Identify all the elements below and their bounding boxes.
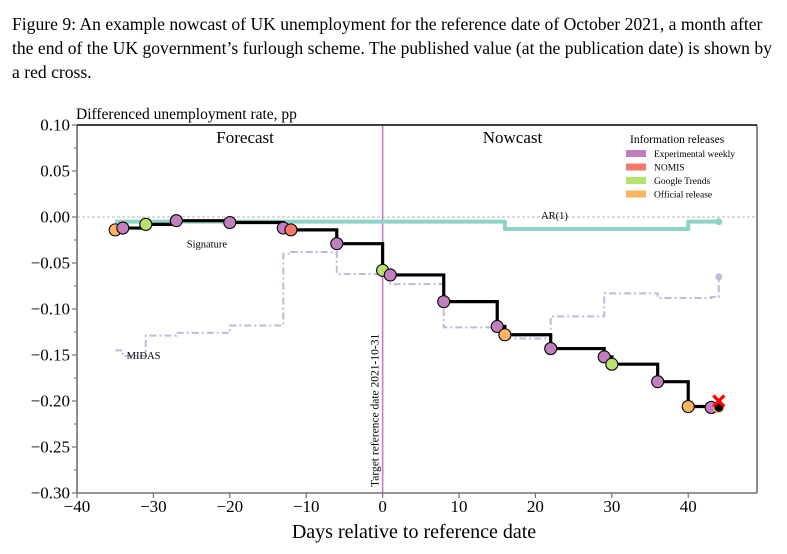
forecast-label: Forecast [216,128,274,147]
signature-line [115,219,719,410]
legend-label: Google Trends [654,177,711,187]
release-marker [383,268,397,282]
y-tick-label: −0.05 [31,254,70,273]
x-tick-label: 0 [378,497,387,516]
legend-label: NOMIS [654,164,685,174]
x-tick-label: −30 [140,497,167,516]
ar1-series-label: AR(1) [541,211,568,222]
x-tick-label: −20 [217,497,244,516]
release-marker [169,214,183,228]
release-marker [605,357,619,371]
midas-end-dot [715,273,723,281]
y-tick-label: −0.20 [31,392,70,411]
legend-label: Official release [654,190,712,201]
legend-label: Experimental weekly [654,150,735,160]
release-marker [284,223,298,237]
reference-date-label: Target reference date 2021-10-31 [370,334,382,487]
midas-series-label: MIDAS [127,351,161,362]
legend: Information releases Experimental weekly N… [626,134,735,201]
legend-title: Information releases [630,134,725,146]
release-marker [498,328,512,342]
x-tick-label: −10 [293,497,320,516]
legend-swatch [626,163,646,171]
legend-swatch [626,150,646,157]
release-marker [651,375,665,389]
release-marker [544,342,558,356]
y-tick-label: −0.30 [31,484,70,503]
ar1-end-dot [715,218,723,226]
x-axis-label: Days relative to reference date [292,521,536,543]
x-tick-label: 40 [680,497,697,516]
x-tick-label: 20 [527,497,544,516]
published-value-cross [712,394,726,408]
x-tick-label: −40 [64,497,91,516]
y-tick-label: −0.10 [31,300,70,319]
release-marker [330,237,344,251]
y-tick-label: −0.25 [31,438,70,457]
release-marker [437,295,451,309]
nowcast-label: Nowcast [483,128,543,147]
y-tick-label: 0.10 [40,116,70,135]
cross-stroke [712,394,726,408]
x-tick-label: 10 [451,497,468,516]
signature-series-label: Signature [187,239,228,250]
figure-caption: Figure 9: An example nowcast of UK unemp… [12,14,772,82]
midas-line [115,250,720,357]
x-tick-label: 30 [603,497,620,516]
release-marker [490,319,504,334]
release-marker [139,217,153,231]
release-marker [116,221,130,235]
release-marker [223,215,237,230]
legend-swatch [626,177,646,184]
ar1-line [115,219,719,231]
release-marker [681,399,695,414]
chart-title: Differenced unemployment rate, pp [76,106,297,123]
y-tick-label: 0.05 [40,162,70,181]
y-tick-label: −0.15 [31,346,70,365]
y-tick-label: 0.00 [40,208,70,227]
legend-swatch [626,190,646,198]
